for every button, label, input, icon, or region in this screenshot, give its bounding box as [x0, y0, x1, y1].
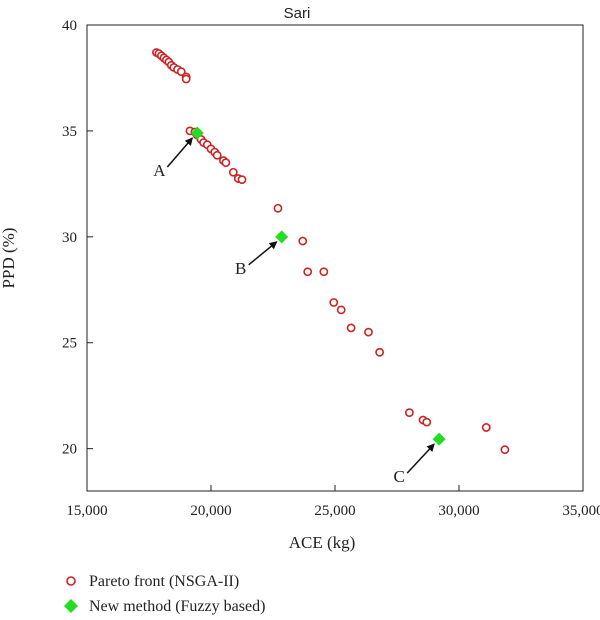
annotation-label-b: B — [235, 259, 246, 278]
x-tick-label: 30,000 — [438, 503, 479, 519]
legend-item-fuzzy: New method (Fuzzy based) — [64, 598, 265, 615]
fuzzy-point — [275, 230, 289, 244]
pareto-point — [221, 158, 231, 168]
chart-title: Sari — [284, 5, 311, 22]
y-tick-label: 25 — [62, 336, 77, 352]
annotation-arrow-a — [166, 137, 194, 168]
legend-diamond-marker — [64, 599, 78, 613]
pareto-point — [181, 74, 191, 84]
annotation-label-c: C — [393, 467, 404, 486]
y-tick-label: 20 — [62, 442, 77, 458]
pareto-point — [336, 305, 346, 315]
pareto-point — [364, 327, 373, 337]
pareto-point — [375, 347, 385, 357]
x-axis-title: ACE (kg) — [289, 533, 356, 552]
pareto-point — [298, 236, 308, 246]
y-tick-label: 35 — [62, 124, 77, 140]
pareto-point — [422, 417, 432, 427]
pareto-point — [329, 298, 339, 307]
pareto-point — [404, 408, 414, 418]
x-tick-label: 25,000 — [314, 503, 355, 519]
fuzzy-point — [432, 432, 446, 446]
x-axis: 15,000 20,000 25,000 30,000 35,000 — [66, 485, 600, 519]
annotation-arrow-c — [406, 443, 435, 474]
series-fuzzy — [190, 126, 446, 446]
pareto-point — [500, 445, 510, 455]
y-tick-label: 30 — [62, 230, 77, 246]
pareto-point — [176, 67, 186, 76]
series-pareto — [152, 48, 510, 455]
y-axis-title: PPD (%) — [0, 228, 18, 289]
y-axis: 20 25 30 35 40 — [62, 18, 93, 458]
pareto-point — [346, 323, 356, 333]
annotation-label-a: A — [153, 161, 166, 180]
pareto-point — [228, 167, 238, 177]
pareto-point — [212, 150, 222, 160]
x-tick-label: 20,000 — [190, 503, 231, 519]
pareto-point — [273, 203, 283, 213]
legend-open-circle-marker — [66, 576, 76, 586]
annotation-arrow-b — [248, 241, 278, 266]
fuzzy-point — [190, 126, 204, 140]
pareto-point — [319, 267, 329, 277]
annotation-layer: A B C — [153, 137, 435, 486]
pareto-point — [481, 423, 491, 432]
pareto-point — [303, 267, 313, 277]
x-tick-label: 15,000 — [66, 503, 107, 519]
legend-label-fuzzy: New method (Fuzzy based) — [89, 598, 265, 615]
y-tick-label: 40 — [62, 18, 77, 34]
plot-frame — [86, 24, 584, 492]
x-tick-label: 35,000 — [562, 503, 600, 519]
pareto-point — [237, 175, 247, 185]
legend-item-pareto: Pareto front (NSGA-II) — [66, 573, 239, 590]
legend: Pareto front (NSGA-II) New method (Fuzzy… — [64, 573, 265, 615]
series-layer — [152, 48, 510, 455]
legend-label-pareto: Pareto front (NSGA-II) — [89, 573, 239, 590]
